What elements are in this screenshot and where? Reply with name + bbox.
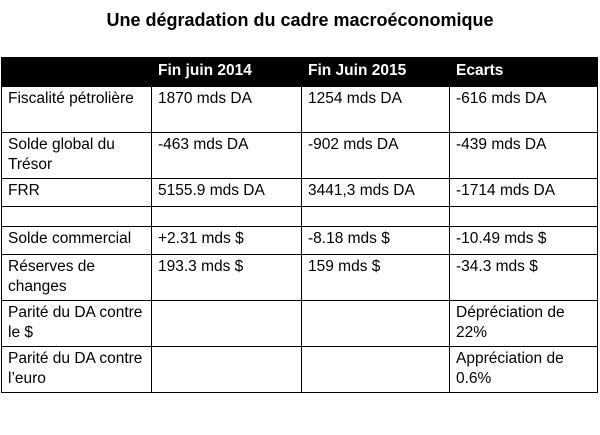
header-cell-indicator: [1, 57, 152, 87]
cell-value: 5155.9 mds DA: [151, 178, 302, 207]
cell-value: +2.31 mds $: [151, 226, 302, 255]
table-row-empty: [1, 206, 598, 227]
header-cell-june-2014: Fin juin 2014: [151, 57, 302, 87]
cell-value: [301, 206, 450, 227]
cell-value: [151, 206, 302, 227]
row-label: Solde commercial: [1, 226, 152, 255]
cell-value: -439 mds DA: [449, 132, 598, 179]
cell-value: -902 mds DA: [301, 132, 450, 179]
cell-value: -10.49 mds $: [449, 226, 598, 255]
row-label: Solde global du Trésor: [1, 132, 152, 179]
table-row: FRR 5155.9 mds DA 3441,3 mds DA -1714 md…: [1, 178, 598, 207]
cell-value: 159 mds $: [301, 254, 450, 301]
table-row: Parité du DA contre le $ Dépréciation de…: [1, 300, 598, 347]
macro-table: Fin juin 2014 Fin Juin 2015 Ecarts Fisca…: [1, 57, 598, 393]
row-label: Fiscalité pétrolière: [1, 86, 152, 133]
cell-value: 1254 mds DA: [301, 86, 450, 133]
row-label: Parité du DA contre l’euro: [1, 346, 152, 393]
cell-value: [301, 346, 450, 393]
table-row: Fiscalité pétrolière 1870 mds DA 1254 md…: [1, 86, 598, 133]
cell-value: -616 mds DA: [449, 86, 598, 133]
row-label: Réserves de changes: [1, 254, 152, 301]
table-header-row: Fin juin 2014 Fin Juin 2015 Ecarts: [1, 57, 598, 87]
row-label: Parité du DA contre le $: [1, 300, 152, 347]
row-label: FRR: [1, 178, 152, 207]
header-cell-gap: Ecarts: [449, 57, 598, 87]
cell-value: -1714 mds DA: [449, 178, 598, 207]
cell-value: 193.3 mds $: [151, 254, 302, 301]
table-row: Solde global du Trésor -463 mds DA -902 …: [1, 132, 598, 179]
table-row: Réserves de changes 193.3 mds $ 159 mds …: [1, 254, 598, 301]
cell-value: [449, 206, 598, 227]
cell-value: -463 mds DA: [151, 132, 302, 179]
header-cell-june-2015: Fin Juin 2015: [301, 57, 450, 87]
cell-value: [301, 300, 450, 347]
cell-value: 1870 mds DA: [151, 86, 302, 133]
cell-value: Dépréciation de 22%: [449, 300, 598, 347]
cell-value: [151, 300, 302, 347]
row-label: [1, 206, 152, 227]
cell-value: [151, 346, 302, 393]
cell-value: 3441,3 mds DA: [301, 178, 450, 207]
table-row: Solde commercial +2.31 mds $ -8.18 mds $…: [1, 226, 598, 255]
cell-value: Appréciation de 0.6%: [449, 346, 598, 393]
cell-value: -34.3 mds $: [449, 254, 598, 301]
table-row: Parité du DA contre l’euro Appréciation …: [1, 346, 598, 393]
page-title: Une dégradation du cadre macroéconomique: [106, 10, 494, 30]
cell-value: -8.18 mds $: [301, 226, 450, 255]
